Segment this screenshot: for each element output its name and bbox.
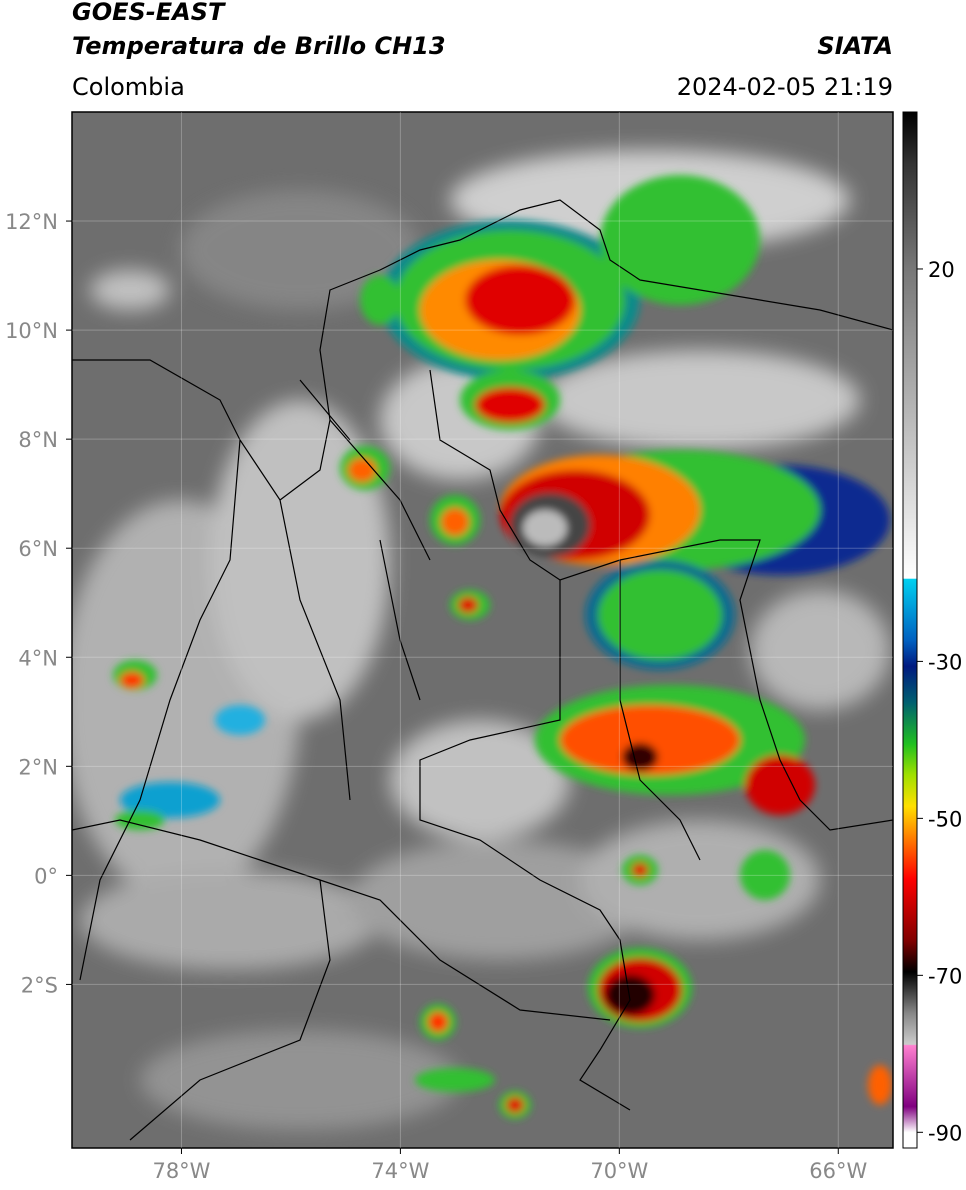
y-tick-label: 6°N — [18, 537, 58, 561]
colorbar-label: -30 — [928, 650, 962, 674]
datetime: 2024-02-05 21:19 — [677, 73, 893, 101]
x-tick-label: 74°W — [371, 1159, 429, 1183]
satellite-image — [72, 112, 893, 1148]
subtitle: Temperatura de Brillo CH13 — [72, 32, 446, 60]
colorbar-label: -90 — [928, 1121, 962, 1145]
y-tick-label: 10°N — [5, 319, 58, 343]
region: Colombia — [72, 73, 185, 101]
title: GOES-EAST — [72, 0, 226, 26]
y-tick-label: 12°N — [5, 210, 58, 234]
colorbar-label: -70 — [928, 964, 962, 988]
y-tick-label: 2°S — [21, 973, 58, 997]
borders — [72, 199, 893, 1141]
colorbar-label: -50 — [928, 807, 962, 831]
colorbar-label: 20 — [928, 258, 955, 282]
y-tick-label: 2°N — [18, 755, 58, 779]
source: SIATA — [817, 32, 893, 60]
y-tick-label: 0° — [34, 864, 58, 888]
y-tick-label: 8°N — [18, 428, 58, 452]
colorbar — [902, 111, 918, 1149]
map-frame — [71, 111, 894, 1149]
y-tick-label: 4°N — [18, 646, 58, 670]
x-tick-label: 78°W — [152, 1159, 210, 1183]
x-tick-label: 66°W — [809, 1159, 867, 1183]
x-tick-label: 70°W — [590, 1159, 648, 1183]
